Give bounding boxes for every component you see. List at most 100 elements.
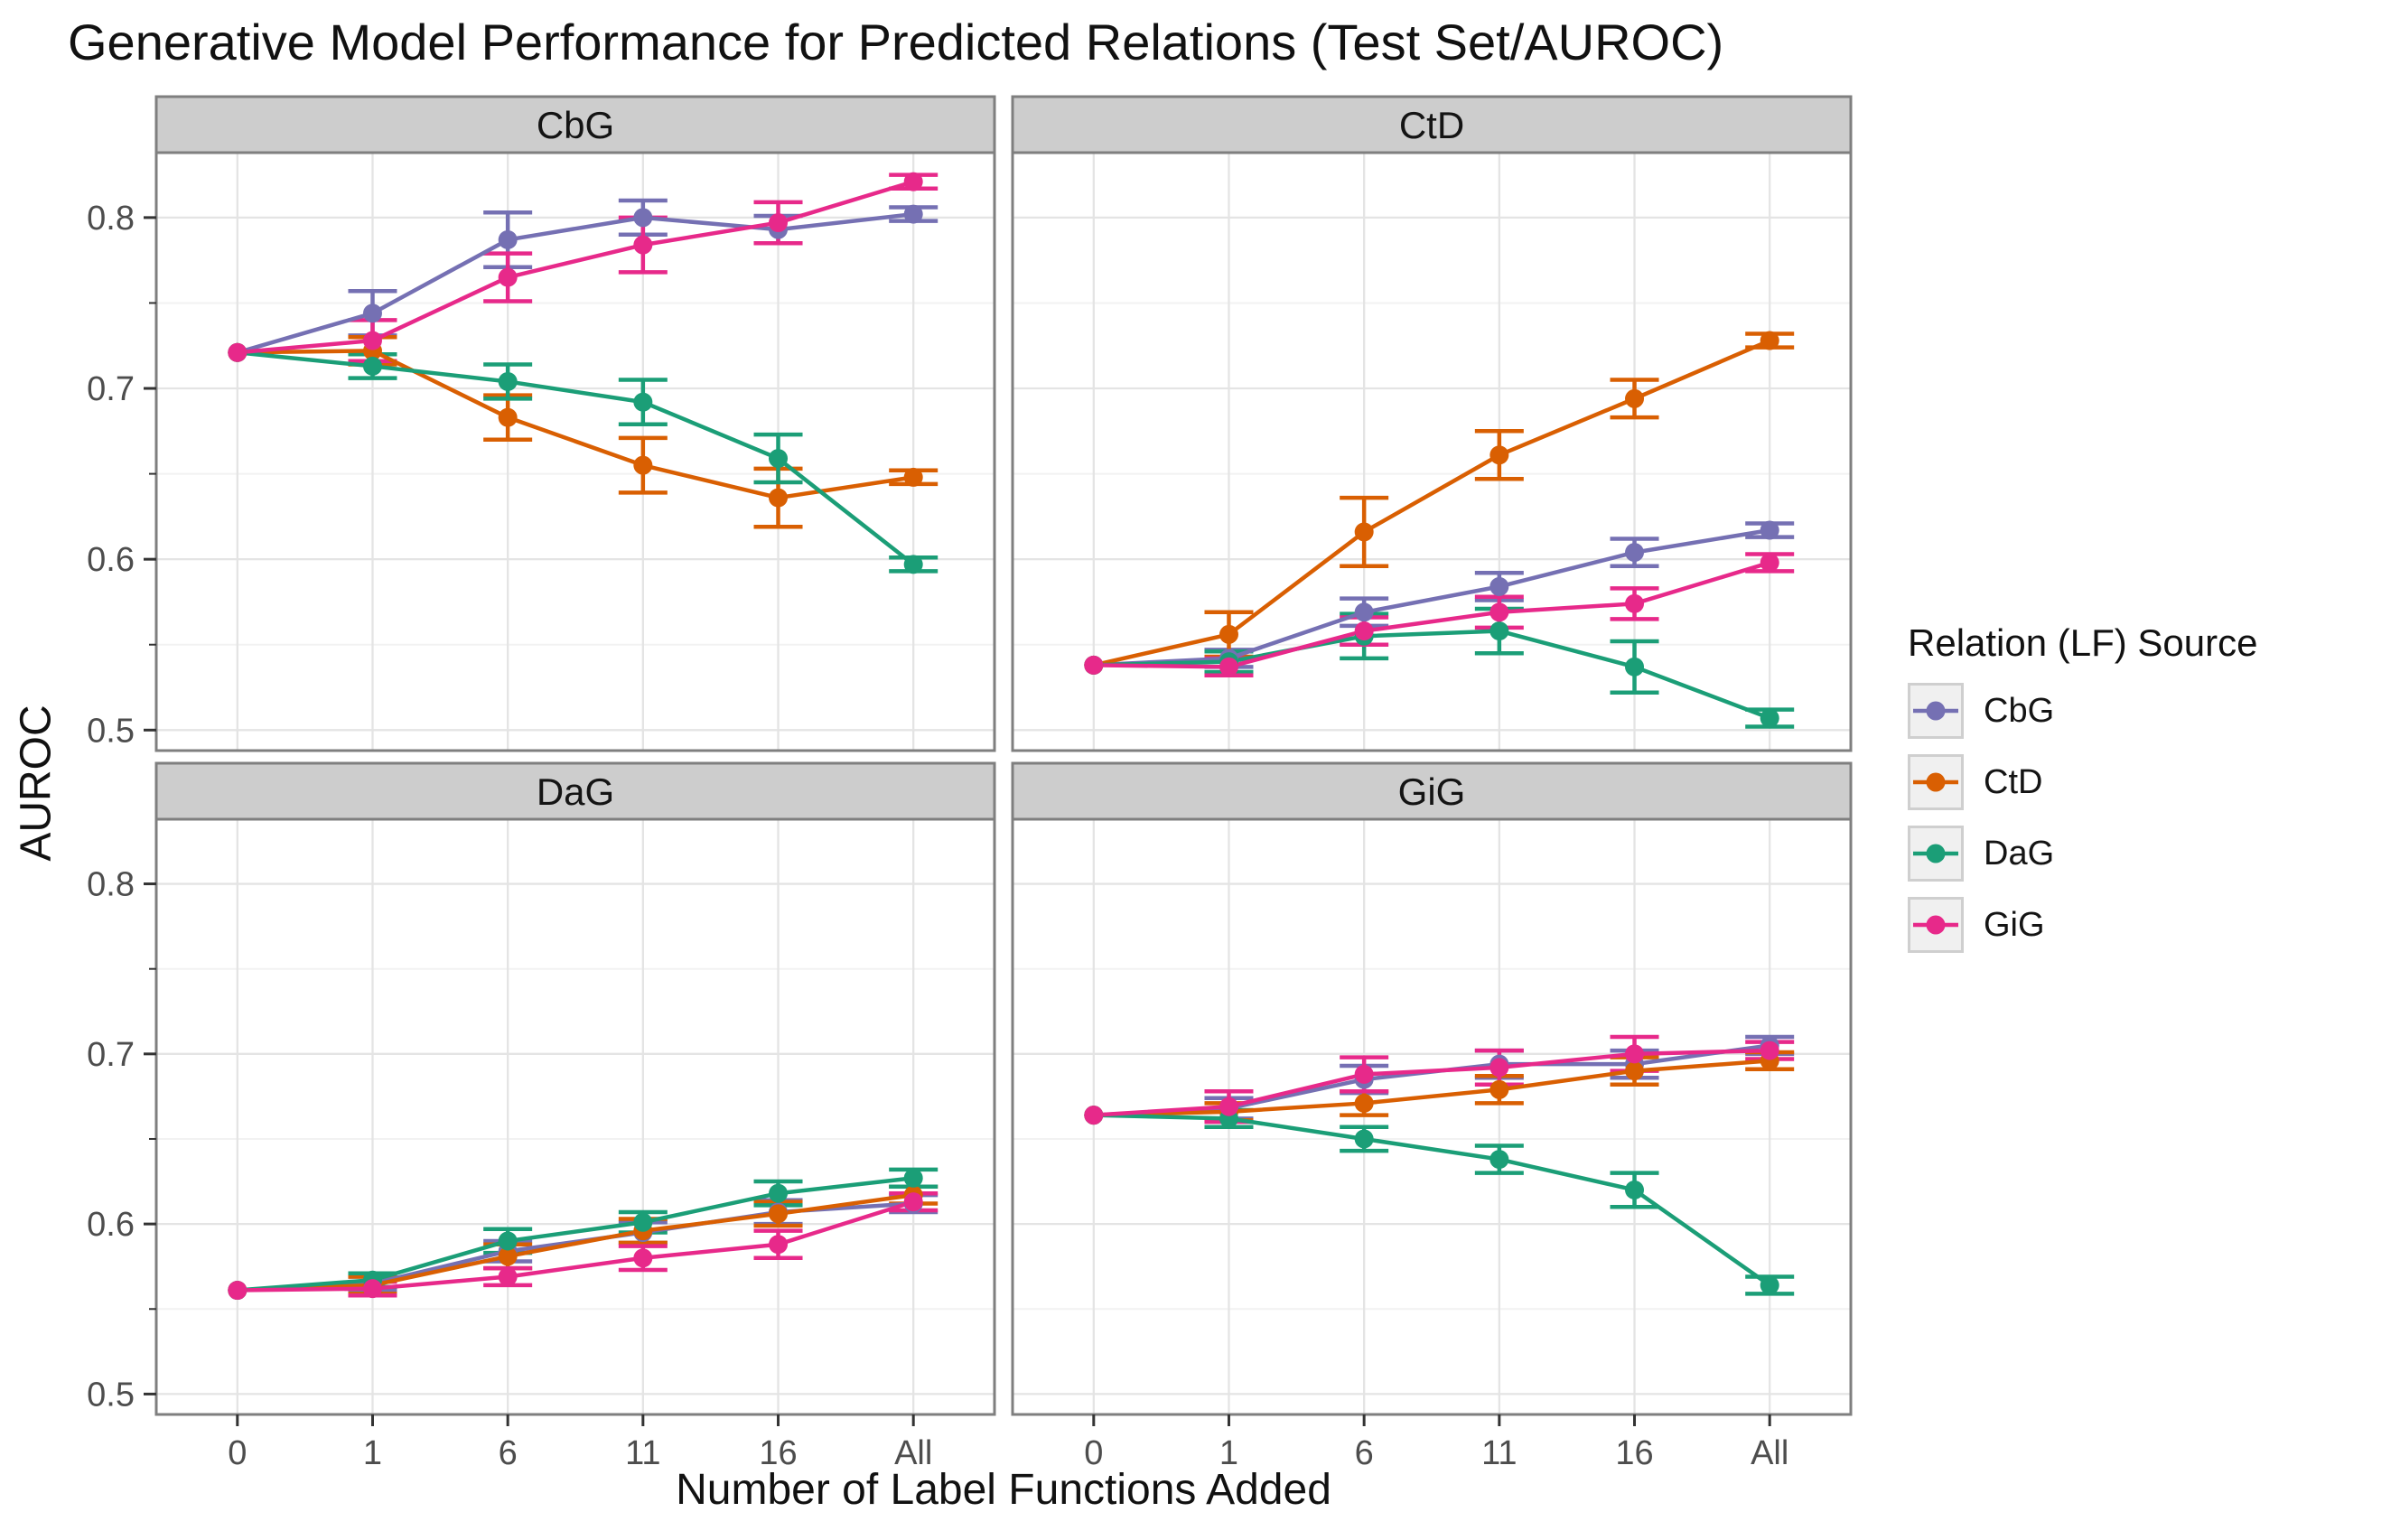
x-axis-title: Number of Label Functions Added <box>676 1466 1331 1514</box>
x-axis-ticks: 0 1 6 11 16 All <box>1084 1414 1788 1472</box>
point-CbG <box>362 303 382 323</box>
point-GiG <box>1625 593 1645 613</box>
svg-text:1: 1 <box>363 1434 382 1472</box>
point-CtD <box>903 467 923 487</box>
facet-CbG: CbG 0.8 0.7 0.6 0.5 <box>87 95 996 752</box>
point-GiG <box>1219 1097 1238 1116</box>
legend-item-label: CtD <box>1984 762 2043 801</box>
y-axis-title: AUROC <box>12 705 61 862</box>
svg-text:0.8: 0.8 <box>87 866 135 904</box>
point-CtD <box>498 1246 518 1266</box>
point-CbG <box>903 204 923 224</box>
point-CtD <box>1625 388 1645 408</box>
data-points <box>1084 331 1779 728</box>
point-DaG <box>1489 1150 1509 1170</box>
series-lines <box>237 1176 914 1293</box>
svg-text:0.6: 0.6 <box>87 541 135 579</box>
facet-strip-label: CtD <box>1399 104 1464 146</box>
point-DaG <box>1625 657 1645 677</box>
point-GiG <box>1219 657 1238 677</box>
point-GiG <box>362 331 382 350</box>
point-GiG <box>1489 1058 1509 1078</box>
facet-strip <box>154 761 996 821</box>
gridlines <box>156 819 995 1414</box>
chart-title: Generative Model Performance for Predict… <box>68 14 1724 70</box>
point-GiG <box>1084 655 1104 675</box>
point-GiG <box>1489 602 1509 622</box>
series-lines <box>1093 338 1771 721</box>
point-CbG <box>1489 576 1509 596</box>
point-GiG <box>769 1235 789 1255</box>
line-CtD <box>237 1192 914 1293</box>
line-CtD <box>237 349 914 500</box>
point-DaG <box>903 555 923 574</box>
legend-items: CbG CtD DaG GiG <box>1908 683 2395 953</box>
svg-text:16: 16 <box>759 1434 797 1472</box>
point-DaG <box>769 449 789 469</box>
point-GiG <box>1084 1106 1104 1125</box>
legend-item-GiG: GiG <box>1908 897 2395 953</box>
svg-text:All: All <box>894 1434 932 1472</box>
facet-strip-label: CbG <box>537 104 614 146</box>
svg-text:1: 1 <box>1219 1434 1238 1472</box>
legend-item-label: CbG <box>1984 691 2055 730</box>
facet-strip <box>154 95 996 154</box>
y-axis-ticks: 0.8 0.7 0.6 0.5 <box>87 200 156 750</box>
line-DaG <box>237 350 915 566</box>
line-GiG <box>237 1199 914 1293</box>
point-DaG <box>1354 1129 1374 1149</box>
legend: Relation (LF) Source CbG CtD DaG GiG <box>1908 621 2395 968</box>
svg-text:0.6: 0.6 <box>87 1206 135 1244</box>
x-axis-ticks: 0 1 6 11 16 All <box>228 1414 932 1472</box>
gridlines <box>1013 819 1851 1414</box>
facet-strip-label: GiG <box>1398 770 1466 813</box>
point-GiG <box>498 1266 518 1286</box>
line-GiG <box>1093 560 1770 669</box>
svg-text:All: All <box>1751 1434 1788 1472</box>
point-CtD <box>1489 1079 1509 1099</box>
svg-text:6: 6 <box>1355 1434 1374 1472</box>
point-GiG <box>228 342 247 362</box>
data-points <box>228 1168 923 1301</box>
point-CtD <box>1219 624 1238 644</box>
point-GiG <box>903 1192 923 1212</box>
point-GiG <box>633 1248 653 1268</box>
line-DaG <box>1093 629 1770 721</box>
point-CtD <box>1760 331 1779 350</box>
line-CbG <box>1093 527 1770 667</box>
data-points <box>1084 1035 1779 1295</box>
line-CtD <box>1093 1059 1770 1117</box>
svg-text:0: 0 <box>1084 1434 1103 1472</box>
point-CtD <box>1354 1093 1374 1113</box>
legend-item-DaG: DaG <box>1908 826 2395 882</box>
y-axis-ticks: 0.8 0.7 0.6 0.5 <box>87 866 156 1414</box>
point-DaG <box>1760 1275 1779 1295</box>
point-DaG <box>498 1231 518 1251</box>
line-GiG <box>1093 1048 1770 1117</box>
point-GiG <box>228 1281 247 1301</box>
svg-text:11: 11 <box>625 1434 660 1472</box>
line-CbG <box>237 211 914 355</box>
point-DaG <box>633 392 653 412</box>
point-GiG <box>633 235 653 255</box>
point-CtD <box>1625 1061 1645 1081</box>
point-DaG <box>1760 708 1779 728</box>
point-DaG <box>769 1183 789 1203</box>
legend-item-label: DaG <box>1984 834 2055 873</box>
point-CtD <box>769 488 789 508</box>
point-CtD <box>769 1204 789 1224</box>
point-GiG <box>769 213 789 233</box>
legend-key-icon <box>1908 897 1964 953</box>
svg-text:0.7: 0.7 <box>87 1036 135 1074</box>
svg-text:0.5: 0.5 <box>87 712 135 750</box>
legend-key-icon <box>1908 683 1964 739</box>
series-lines <box>1093 1043 1771 1287</box>
point-DaG <box>498 371 518 391</box>
point-CbG <box>1760 520 1779 540</box>
facet-CtD: CtD <box>1011 95 1853 752</box>
point-GiG <box>1354 1064 1374 1084</box>
